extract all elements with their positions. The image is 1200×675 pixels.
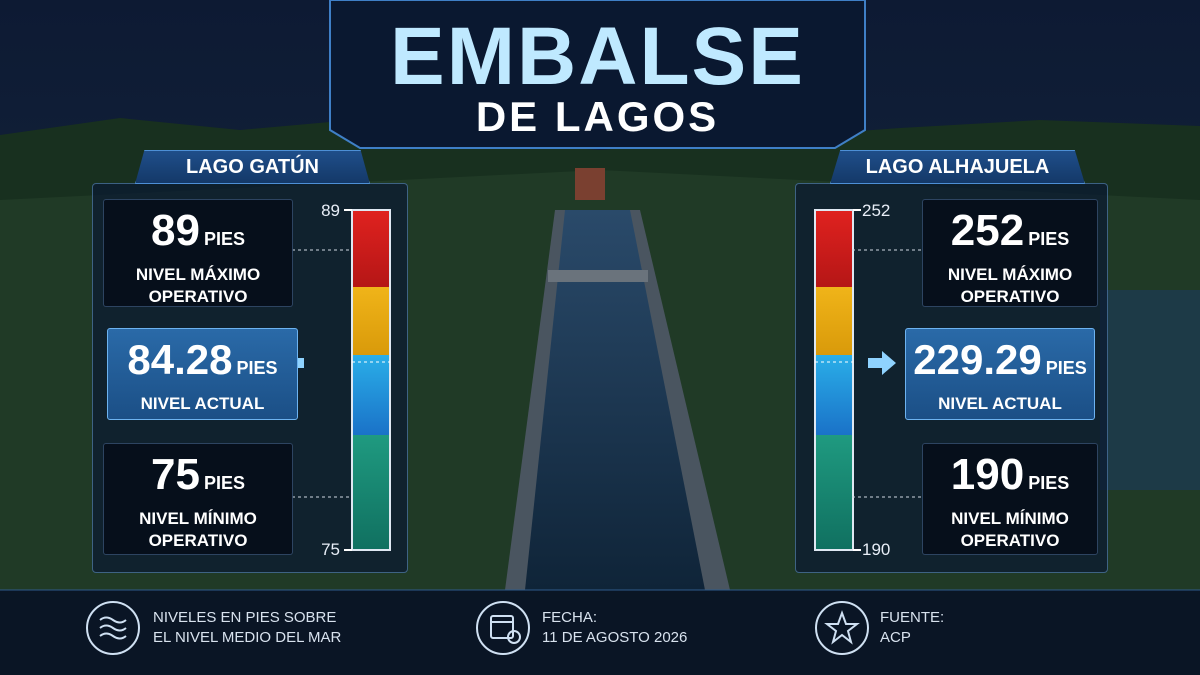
scale-min: 190 — [862, 540, 891, 559]
lake-name: LAGO GATÚN — [135, 150, 370, 184]
footer-item: FUENTE: ACP — [880, 608, 1180, 648]
level-label: OPERATIVO — [960, 531, 1060, 550]
level-label: NIVEL MÍNIMO — [139, 509, 257, 528]
level-label: NIVEL MÁXIMO — [135, 265, 261, 284]
max-box: 252 PIES NIVEL MÁXIMO OPERATIVO — [922, 199, 1098, 307]
title: EMBALSE — [390, 11, 805, 102]
scale-max: 89 — [321, 201, 340, 220]
level-value: 84.28 PIES — [108, 335, 297, 393]
value: 252 — [950, 206, 1025, 255]
unit: PIES — [1028, 229, 1070, 249]
level-value: 89 PIES — [104, 206, 292, 264]
footer-line: EL NIVEL MEDIO DEL MAR — [153, 629, 342, 646]
level-label: NIVEL MÍNIMO — [951, 509, 1069, 528]
min-box: 75 PIES NIVEL MÍNIMO OPERATIVO — [103, 443, 293, 555]
level-value: 229.29 PIES — [906, 335, 1094, 393]
lake-name: LAGO ALHAJUELA — [830, 150, 1085, 184]
unit: PIES — [1028, 473, 1070, 493]
level-label: NIVEL ACTUAL — [938, 394, 1062, 413]
footer-line: 11 DE AGOSTO 2026 — [542, 629, 688, 646]
level-label: OPERATIVO — [148, 531, 248, 550]
unit: PIES — [1045, 358, 1087, 378]
value: 89 — [151, 206, 200, 255]
level-value: 190 PIES — [923, 450, 1097, 508]
level-label: NIVEL ACTUAL — [140, 394, 265, 413]
footer-line: FUENTE: — [880, 609, 945, 626]
current-box: 229.29 PIES NIVEL ACTUAL — [905, 328, 1095, 420]
unit: PIES — [203, 229, 245, 249]
unit: PIES — [236, 358, 278, 378]
value: 75 — [151, 450, 200, 499]
footer-line: NIVELES EN PIES SOBRE — [153, 609, 337, 626]
footer-item: FECHA: 11 DE AGOSTO 2026 — [542, 608, 842, 648]
level-value: 252 PIES — [923, 206, 1097, 264]
value: 229.29 — [913, 336, 1042, 383]
level-value: 75 PIES — [104, 450, 292, 508]
level-label: NIVEL MÁXIMO — [947, 265, 1073, 284]
footer-item: NIVELES EN PIES SOBRE EL NIVEL MEDIO DEL … — [153, 608, 453, 648]
value: 190 — [950, 450, 1025, 499]
level-label: OPERATIVO — [960, 287, 1060, 306]
footer-line: ACP — [880, 629, 911, 646]
unit: PIES — [203, 473, 245, 493]
scale-min: 75 — [321, 540, 340, 559]
footer-line: FECHA: — [542, 609, 598, 626]
current-box: 84.28 PIES NIVEL ACTUAL — [107, 328, 298, 420]
min-box: 190 PIES NIVEL MÍNIMO OPERATIVO — [922, 443, 1098, 555]
level-label: OPERATIVO — [148, 287, 248, 306]
max-box: 89 PIES NIVEL MÁXIMO OPERATIVO — [103, 199, 293, 307]
scale-max: 252 — [862, 201, 891, 220]
subtitle: DE LAGOS — [475, 93, 720, 140]
value: 84.28 — [127, 336, 233, 383]
